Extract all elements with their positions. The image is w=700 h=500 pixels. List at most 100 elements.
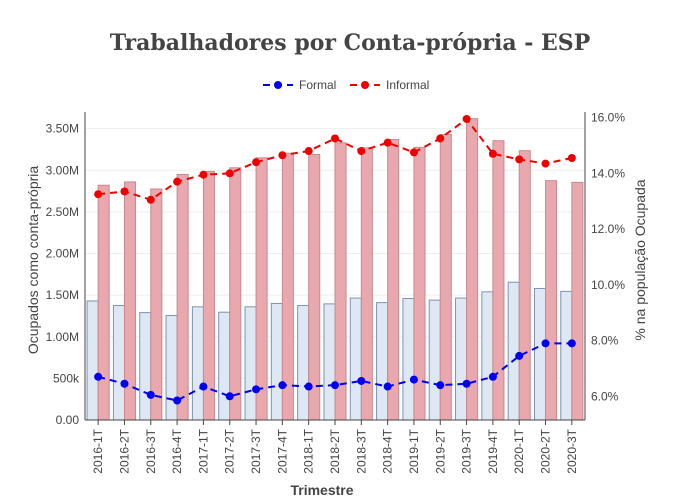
bar-informal: [334, 142, 347, 421]
y-left-tick-label: 500k: [53, 371, 80, 385]
bar-informal: [281, 152, 294, 421]
y-right-tick-label: 6.0%: [591, 389, 619, 403]
x-tick-label: 2016-2T: [117, 428, 131, 473]
x-tick-label: 2017-2T: [223, 428, 237, 473]
y-right-tick-label: 16.0%: [591, 111, 625, 125]
point-informal: [120, 187, 129, 196]
legend-marker-informal: [361, 81, 369, 89]
point-formal: [567, 339, 576, 348]
bar-formal: [455, 297, 468, 421]
y-right-tick-label: 10.0%: [591, 278, 625, 292]
y-right-tick-label: 8.0%: [591, 334, 619, 348]
x-tick-label: 2018-1T: [302, 428, 316, 473]
bar-formal: [481, 291, 494, 421]
point-informal: [278, 151, 287, 160]
y-axis-left-title: Ocupados como conta-própria: [25, 166, 41, 355]
point-informal: [173, 177, 182, 186]
bar-informal: [308, 153, 321, 421]
bar-informal: [229, 167, 242, 421]
bar-informal: [466, 118, 479, 421]
x-tick-label: 2019-2T: [433, 428, 447, 473]
y-right-tick-label: 14.0%: [591, 166, 625, 180]
bars: [86, 118, 584, 421]
bar-formal: [560, 290, 573, 421]
legend-label-formal[interactable]: Formal: [299, 78, 336, 92]
bar-formal: [507, 281, 520, 421]
bar-formal: [191, 306, 204, 421]
legend-label-informal[interactable]: Informal: [386, 78, 429, 92]
point-formal: [173, 396, 182, 405]
x-tick-label: 2017-3T: [249, 428, 263, 473]
point-formal: [436, 381, 445, 390]
bar-formal: [428, 299, 441, 421]
point-informal: [541, 159, 550, 168]
point-informal: [462, 114, 471, 123]
y-left-tick-label: 0.00: [56, 413, 80, 427]
bar-informal: [202, 171, 215, 421]
x-tick-label: 2016-3T: [144, 428, 158, 473]
point-informal: [383, 138, 392, 147]
bar-informal: [387, 138, 400, 421]
point-formal: [146, 390, 155, 399]
point-formal: [225, 392, 234, 401]
legend-marker-formal: [274, 81, 282, 89]
bar-formal: [402, 297, 415, 421]
bar-formal: [244, 306, 257, 421]
bar-informal: [97, 184, 110, 421]
x-tick-label: 2016-1T: [91, 428, 105, 473]
point-informal: [146, 195, 155, 204]
point-informal: [252, 158, 261, 167]
x-tick-label: 2018-2T: [328, 428, 342, 473]
bar-informal: [518, 150, 531, 421]
point-informal: [304, 147, 313, 156]
chart-title: Trabalhadores por Conta-própria - ESP: [110, 30, 590, 56]
bar-informal: [150, 188, 163, 421]
y-left-tick-label: 2.50M: [46, 205, 79, 219]
x-tick-label: 2018-3T: [354, 428, 368, 473]
point-informal: [225, 169, 234, 178]
x-tick-label: 2019-3T: [460, 428, 474, 473]
bar-informal: [571, 181, 584, 421]
axes: 0.00 500k 1.00M 1.50M 2.00M 2.50M 3.00M 3.50M 6.…: [46, 111, 626, 474]
legend[interactable]: Formal Informal: [263, 78, 429, 92]
lines: [94, 114, 576, 405]
point-informal: [199, 170, 208, 179]
x-tick-label: 2020-2T: [539, 428, 553, 473]
bar-formal: [86, 300, 99, 421]
point-informal: [436, 134, 445, 143]
point-formal: [409, 375, 418, 384]
y-left-tick-label: 3.00M: [46, 163, 79, 177]
point-informal: [94, 190, 103, 199]
point-formal: [120, 379, 129, 388]
bar-formal: [270, 302, 283, 421]
point-informal: [515, 155, 524, 164]
point-informal: [331, 134, 339, 143]
bar-formal: [297, 305, 310, 421]
point-formal: [357, 376, 366, 385]
bar-informal: [255, 157, 268, 421]
point-formal: [515, 351, 524, 360]
x-tick-label: 2018-4T: [381, 428, 395, 473]
bar-formal: [349, 297, 362, 421]
x-axis-title: Trimestre: [290, 482, 353, 498]
x-tick-label: 2020-1T: [512, 428, 526, 473]
point-informal: [357, 147, 366, 156]
point-informal: [488, 149, 497, 158]
x-tick-label: 2019-1T: [407, 428, 421, 473]
point-formal: [278, 381, 287, 390]
bar-formal: [165, 315, 178, 421]
y-axis-right-title: % na população Ocupada: [632, 179, 648, 340]
y-left-tick-label: 1.00M: [46, 330, 79, 344]
point-formal: [94, 372, 103, 381]
bar-informal: [176, 173, 189, 421]
bar-formal: [112, 305, 125, 421]
point-formal: [199, 382, 208, 391]
point-formal: [252, 385, 261, 394]
point-formal: [488, 372, 497, 381]
bar-formal: [323, 303, 336, 421]
y-left-tick-label: 3.50M: [46, 122, 79, 136]
point-informal: [409, 148, 418, 157]
point-formal: [331, 381, 339, 390]
bar-formal: [376, 302, 389, 421]
